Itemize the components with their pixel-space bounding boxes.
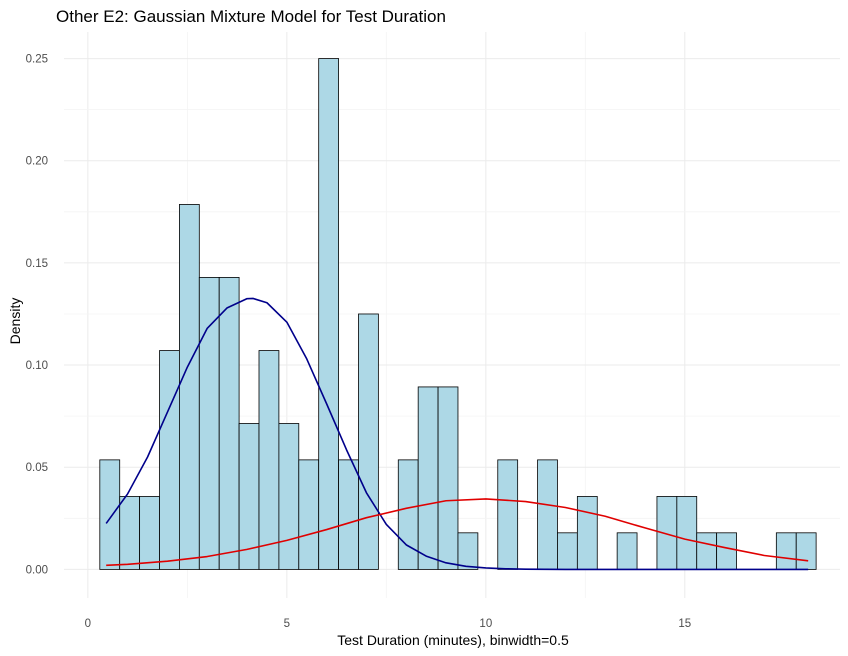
y-axis-title: Density: [7, 298, 23, 345]
x-axis-title: Test Duration (minutes), binwidth=0.5: [337, 632, 569, 648]
y-axis-ticks: 0.00 0.05 0.10 0.15 0.20 0.25: [26, 54, 48, 577]
histogram-bar: [139, 496, 160, 570]
histogram-bar: [338, 459, 359, 570]
y-tick-label: 0.10: [26, 360, 48, 372]
histogram-bar: [576, 496, 598, 570]
histogram-bar: [716, 532, 737, 570]
y-tick-label: 0.25: [26, 54, 48, 66]
y-tick-label: 0.20: [26, 156, 48, 168]
histogram-bar: [557, 532, 578, 570]
histogram-bar: [218, 277, 240, 570]
histogram-bar: [258, 350, 280, 570]
x-axis-ticks: 0 5 10 15: [85, 618, 692, 630]
histogram-bar: [358, 313, 379, 570]
histogram-bar: [417, 386, 439, 570]
histogram-bar: [537, 459, 558, 570]
x-tick-label: 0: [85, 618, 91, 630]
histogram-bar: [298, 459, 320, 570]
histogram-bar: [397, 459, 419, 570]
histogram-bar: [437, 386, 459, 570]
gmm-component-2-curve: [106, 498, 809, 567]
histogram-bar: [119, 496, 141, 570]
y-tick-label: 0.15: [26, 258, 48, 270]
histogram-bar: [318, 58, 339, 570]
histogram-bar: [198, 277, 220, 570]
x-tick-label: 15: [678, 618, 691, 630]
histogram-bar: [676, 496, 698, 570]
x-tick-label: 5: [284, 618, 290, 630]
y-tick-label: 0.00: [26, 564, 48, 576]
histogram-bar: [457, 532, 479, 570]
histogram-bar: [278, 423, 300, 570]
chart-title: Other E2: Gaussian Mixture Model for Tes…: [56, 7, 446, 26]
gmm-component-1-curve: [105, 297, 809, 571]
histogram-bar: [795, 532, 817, 570]
histogram-bar: [179, 204, 200, 570]
histogram-bar: [497, 459, 519, 570]
histogram-bar: [775, 532, 797, 570]
histogram-bar: [159, 350, 180, 570]
histogram-bar: [99, 459, 121, 570]
x-tick-label: 10: [479, 618, 492, 630]
density-curves: [105, 297, 809, 571]
histogram-bar: [616, 532, 638, 570]
histogram-bar: [696, 532, 718, 570]
y-tick-label: 0.05: [26, 462, 48, 474]
